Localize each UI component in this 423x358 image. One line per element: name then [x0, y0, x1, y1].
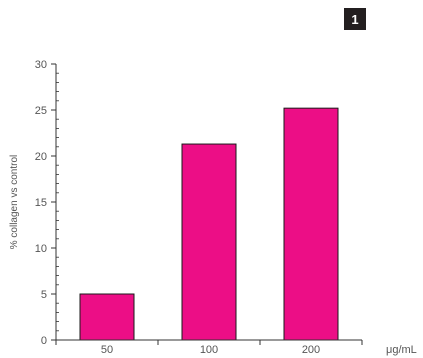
badge: 1 — [344, 8, 366, 30]
badge-label: 1 — [351, 12, 358, 27]
bar — [283, 107, 339, 341]
y-axis-ticks: 0 5 10 15 20 25 30 — [35, 59, 56, 347]
badge-background — [344, 8, 366, 30]
bars — [79, 107, 339, 341]
bar — [79, 293, 135, 341]
y-tick-label: 15 — [35, 197, 47, 209]
x-tick-label: 200 — [302, 344, 320, 356]
x-axis-ticks: 50 100 200 — [55, 340, 363, 356]
y-tick-label: 0 — [41, 335, 47, 347]
x-tick-label: 50 — [101, 344, 113, 356]
y-tick-label: 20 — [35, 151, 47, 163]
y-tick-label: 25 — [35, 105, 47, 117]
y-axis-title: % collagen vs control — [9, 155, 20, 250]
x-axis-unit: μg/mL — [386, 344, 417, 356]
y-tick-label: 30 — [35, 59, 47, 71]
y-tick-label: 10 — [35, 243, 47, 255]
x-tick-label: 100 — [200, 344, 218, 356]
bar — [181, 143, 237, 341]
y-tick-label: 5 — [41, 289, 47, 301]
